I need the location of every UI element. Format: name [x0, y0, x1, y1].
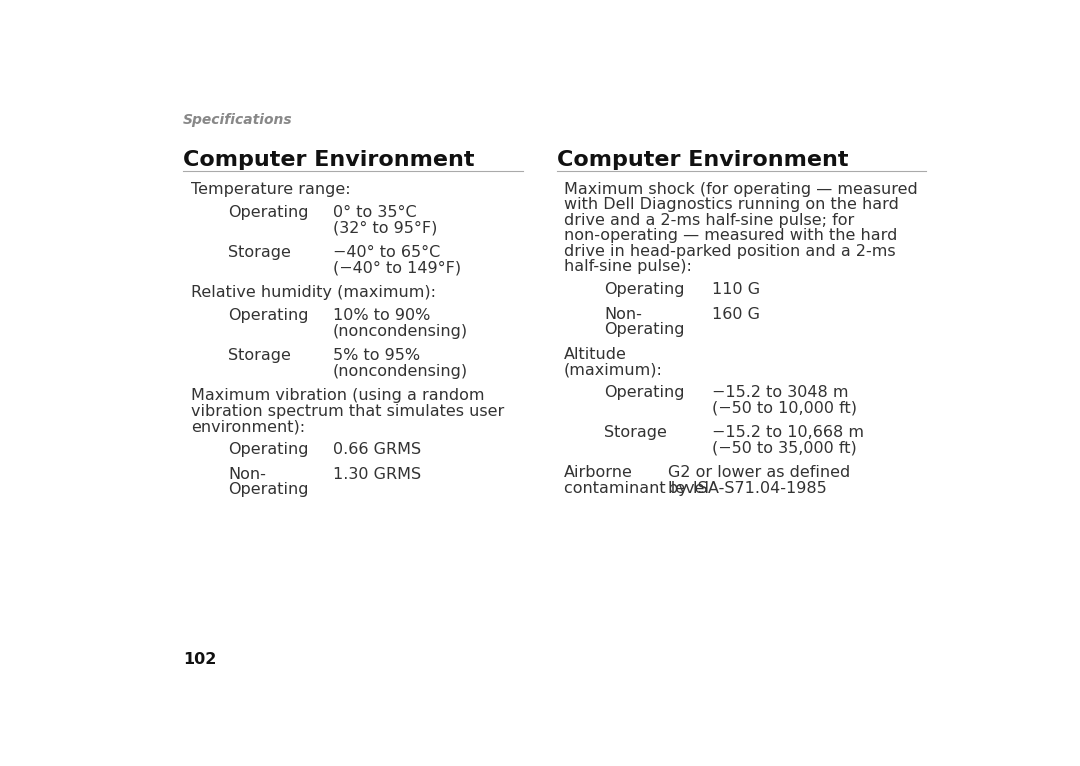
- Text: (maximum):: (maximum):: [564, 362, 662, 377]
- Text: −15.2 to 10,668 m: −15.2 to 10,668 m: [713, 425, 864, 440]
- Text: Operating: Operating: [228, 483, 309, 497]
- Text: Storage: Storage: [604, 425, 666, 440]
- Text: 102: 102: [183, 653, 216, 667]
- Text: 0° to 35°C: 0° to 35°C: [333, 205, 416, 220]
- Text: G2 or lower as defined: G2 or lower as defined: [669, 466, 850, 480]
- Text: Airborne: Airborne: [564, 466, 633, 480]
- Text: vibration spectrum that simulates user: vibration spectrum that simulates user: [191, 404, 504, 419]
- Text: Operating: Operating: [604, 322, 685, 337]
- Text: Non-: Non-: [604, 306, 642, 322]
- Text: 110 G: 110 G: [713, 282, 760, 297]
- Text: environment):: environment):: [191, 419, 305, 434]
- Text: (noncondensing): (noncondensing): [333, 364, 468, 378]
- Text: (−50 to 10,000 ft): (−50 to 10,000 ft): [713, 401, 858, 416]
- Text: (−40° to 149°F): (−40° to 149°F): [333, 260, 461, 276]
- Text: drive in head-parked position and a 2-ms: drive in head-parked position and a 2-ms: [564, 244, 895, 259]
- Text: contaminant level: contaminant level: [564, 481, 708, 496]
- Text: Operating: Operating: [604, 282, 685, 297]
- Text: drive and a 2-ms half-sine pulse; for: drive and a 2-ms half-sine pulse; for: [564, 213, 854, 228]
- Text: −15.2 to 3048 m: −15.2 to 3048 m: [713, 385, 849, 401]
- Text: 10% to 90%: 10% to 90%: [333, 308, 430, 323]
- Text: Operating: Operating: [228, 308, 309, 323]
- Text: Relative humidity (maximum):: Relative humidity (maximum):: [191, 285, 436, 300]
- Text: 160 G: 160 G: [713, 306, 760, 322]
- Text: −40° to 65°C: −40° to 65°C: [333, 245, 440, 260]
- Text: Computer Environment: Computer Environment: [183, 149, 474, 170]
- Text: 1.30 GRMS: 1.30 GRMS: [333, 467, 421, 482]
- Text: (−50 to 35,000 ft): (−50 to 35,000 ft): [713, 440, 858, 456]
- Text: Operating: Operating: [604, 385, 685, 401]
- Text: (32° to 95°F): (32° to 95°F): [333, 221, 437, 235]
- Text: 0.66 GRMS: 0.66 GRMS: [333, 442, 421, 457]
- Text: by ISA-S71.04-1985: by ISA-S71.04-1985: [669, 481, 827, 496]
- Text: Maximum shock (for operating — measured: Maximum shock (for operating — measured: [564, 182, 917, 197]
- Text: Operating: Operating: [228, 442, 309, 457]
- Text: Storage: Storage: [228, 349, 291, 363]
- Text: non-operating — measured with the hard: non-operating — measured with the hard: [564, 228, 897, 244]
- Text: Specifications: Specifications: [183, 113, 293, 127]
- Text: Storage: Storage: [228, 245, 291, 260]
- Text: half-sine pulse):: half-sine pulse):: [564, 259, 691, 274]
- Text: Computer Environment: Computer Environment: [557, 149, 849, 170]
- Text: Operating: Operating: [228, 205, 309, 220]
- Text: (noncondensing): (noncondensing): [333, 324, 468, 339]
- Text: Maximum vibration (using a random: Maximum vibration (using a random: [191, 388, 484, 404]
- Text: Non-: Non-: [228, 467, 266, 482]
- Text: with Dell Diagnostics running on the hard: with Dell Diagnostics running on the har…: [564, 198, 899, 212]
- Text: 5% to 95%: 5% to 95%: [333, 349, 420, 363]
- Text: Altitude: Altitude: [564, 347, 626, 362]
- Text: Temperature range:: Temperature range:: [191, 182, 350, 197]
